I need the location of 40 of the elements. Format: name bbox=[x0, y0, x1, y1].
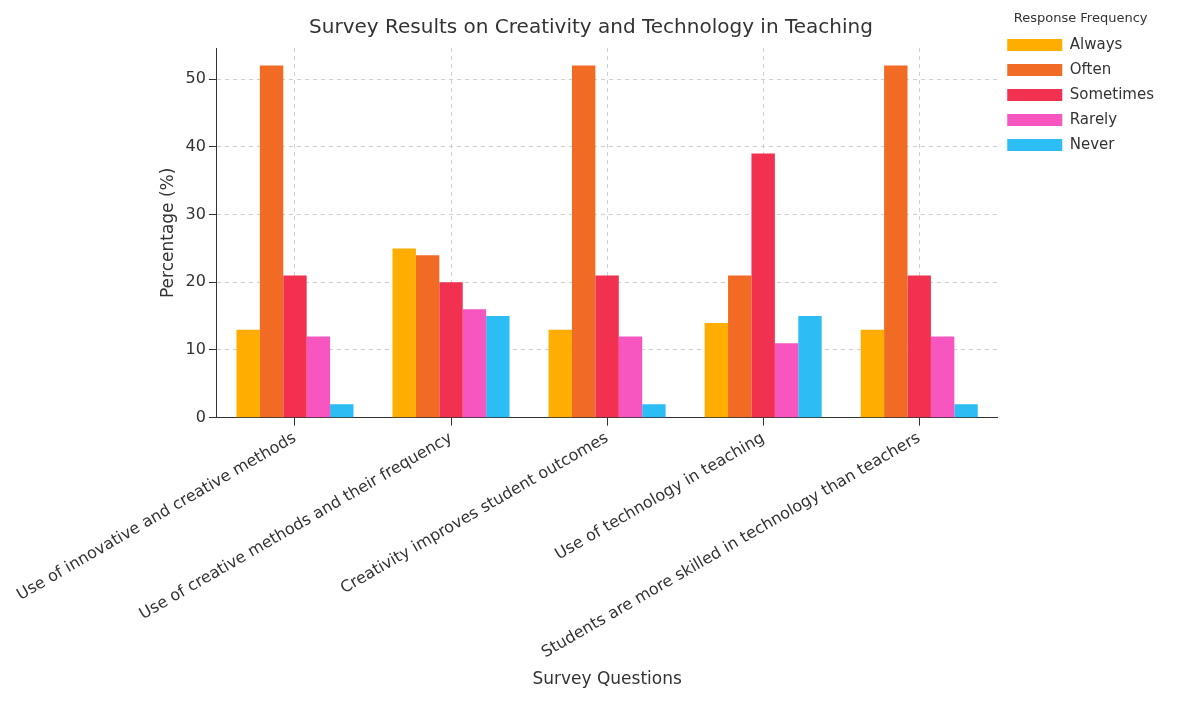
legend-label: Sometimes bbox=[1069, 84, 1155, 103]
bar bbox=[259, 65, 284, 418]
y-tick-label: 0 bbox=[195, 406, 206, 426]
legend-label: Often bbox=[1069, 59, 1112, 78]
x-axis-title: Survey Questions bbox=[532, 668, 682, 689]
bar bbox=[571, 65, 596, 418]
bar bbox=[860, 329, 885, 418]
bar bbox=[415, 255, 440, 418]
bar bbox=[884, 65, 908, 418]
y-tick-label: 30 bbox=[185, 203, 206, 223]
y-axis-title: Percentage (%) bbox=[156, 167, 177, 299]
bar bbox=[486, 316, 510, 418]
legend-title: Response Frequency bbox=[1013, 9, 1148, 25]
bar bbox=[595, 275, 619, 418]
legend-label: Rarely bbox=[1069, 109, 1118, 128]
bar bbox=[548, 329, 572, 418]
legend-label: Never bbox=[1069, 134, 1116, 153]
bar bbox=[798, 316, 822, 418]
bar bbox=[330, 404, 354, 418]
y-tick-label: 40 bbox=[185, 136, 206, 156]
bar bbox=[439, 282, 463, 418]
legend-label: Always bbox=[1069, 34, 1123, 53]
y-tick-label: 50 bbox=[185, 68, 206, 88]
bar bbox=[283, 275, 307, 418]
bar bbox=[907, 275, 931, 418]
bar bbox=[954, 404, 978, 418]
bar bbox=[236, 329, 260, 418]
bar bbox=[618, 336, 643, 418]
bar bbox=[930, 336, 955, 418]
bar bbox=[392, 248, 416, 418]
bar bbox=[704, 322, 729, 418]
bar bbox=[774, 343, 799, 418]
bar bbox=[642, 404, 666, 418]
bar bbox=[751, 153, 775, 418]
y-tick-label: 10 bbox=[185, 339, 206, 359]
chart-title: Survey Results on Creativity and Technology in Teaching bbox=[309, 14, 873, 39]
bar bbox=[462, 309, 487, 418]
bar bbox=[728, 275, 752, 418]
bar bbox=[306, 336, 331, 418]
y-tick-label: 20 bbox=[185, 271, 206, 291]
